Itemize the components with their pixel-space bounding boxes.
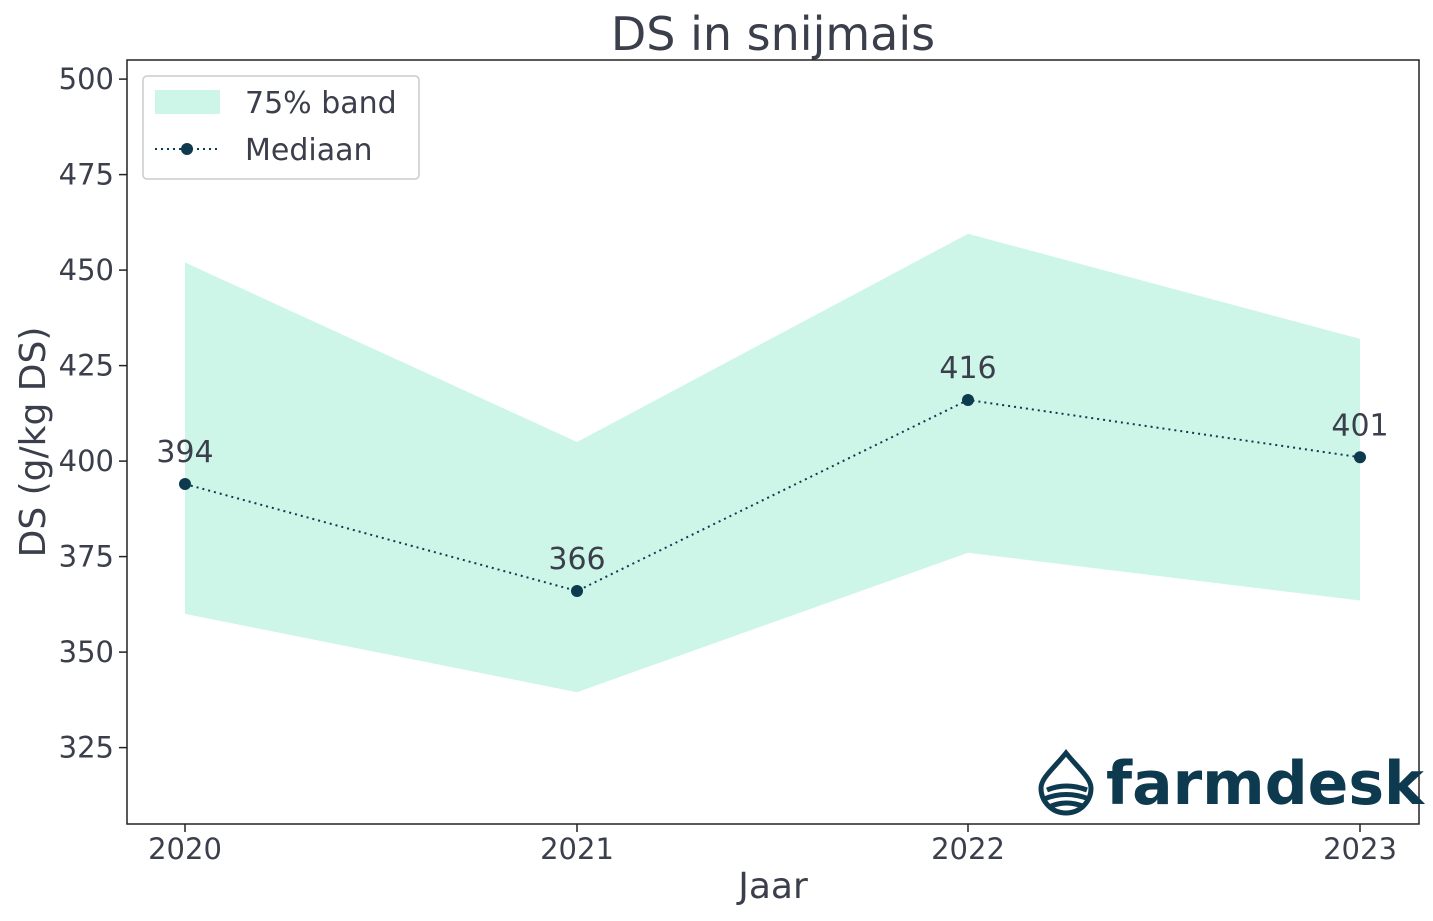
x-tick-label: 2022 [931, 832, 1005, 866]
legend-median-marker [181, 143, 193, 155]
y-tick-label: 475 [59, 158, 114, 192]
y-axis-label: DS (g/kg DS) [13, 327, 54, 558]
legend: 75% band Mediaan [142, 75, 420, 180]
y-tick-label: 350 [59, 635, 114, 669]
median-marker-2020 [179, 478, 191, 491]
median-marker-2021 [571, 584, 583, 597]
median-marker-2023 [1354, 451, 1366, 464]
y-tick-label: 400 [59, 444, 114, 478]
median-marker-2022 [962, 393, 974, 406]
x-axis-label: Jaar [736, 866, 808, 907]
legend-median-label: Mediaan [245, 133, 373, 168]
data-label-2022: 416 [939, 351, 996, 386]
water-drop-icon [1038, 748, 1094, 816]
data-label-2023: 401 [1331, 408, 1388, 443]
x-tick-label: 2023 [1323, 832, 1397, 866]
y-tick-label: 500 [59, 62, 114, 96]
chart-title: DS in snijmais [611, 7, 935, 61]
x-axis-ticks: 2020 2021 2022 2023 [148, 824, 1397, 866]
plot-frame [126, 59, 1420, 825]
median-line [184, 398, 1361, 593]
x-tick-label: 2021 [540, 832, 614, 866]
y-tick-label: 375 [59, 540, 114, 574]
y-tick-label: 325 [59, 731, 114, 765]
x-tick-label: 2020 [148, 832, 222, 866]
median-markers [179, 393, 1366, 597]
legend-band-label: 75% band [245, 86, 397, 121]
data-label-2020: 394 [156, 435, 213, 470]
y-tick-label: 425 [59, 349, 114, 383]
logo-text: farmdesk [1106, 749, 1426, 819]
farmdesk-logo: farmdesk [1038, 748, 1426, 819]
y-tick-label: 450 [59, 253, 114, 287]
data-labels: 394 366 416 401 [156, 351, 1388, 577]
band-area [185, 233, 1360, 693]
data-label-2021: 366 [548, 542, 605, 577]
y-axis-ticks: 325 350 375 400 425 450 475 500 [59, 62, 127, 765]
legend-band-swatch [155, 90, 220, 114]
